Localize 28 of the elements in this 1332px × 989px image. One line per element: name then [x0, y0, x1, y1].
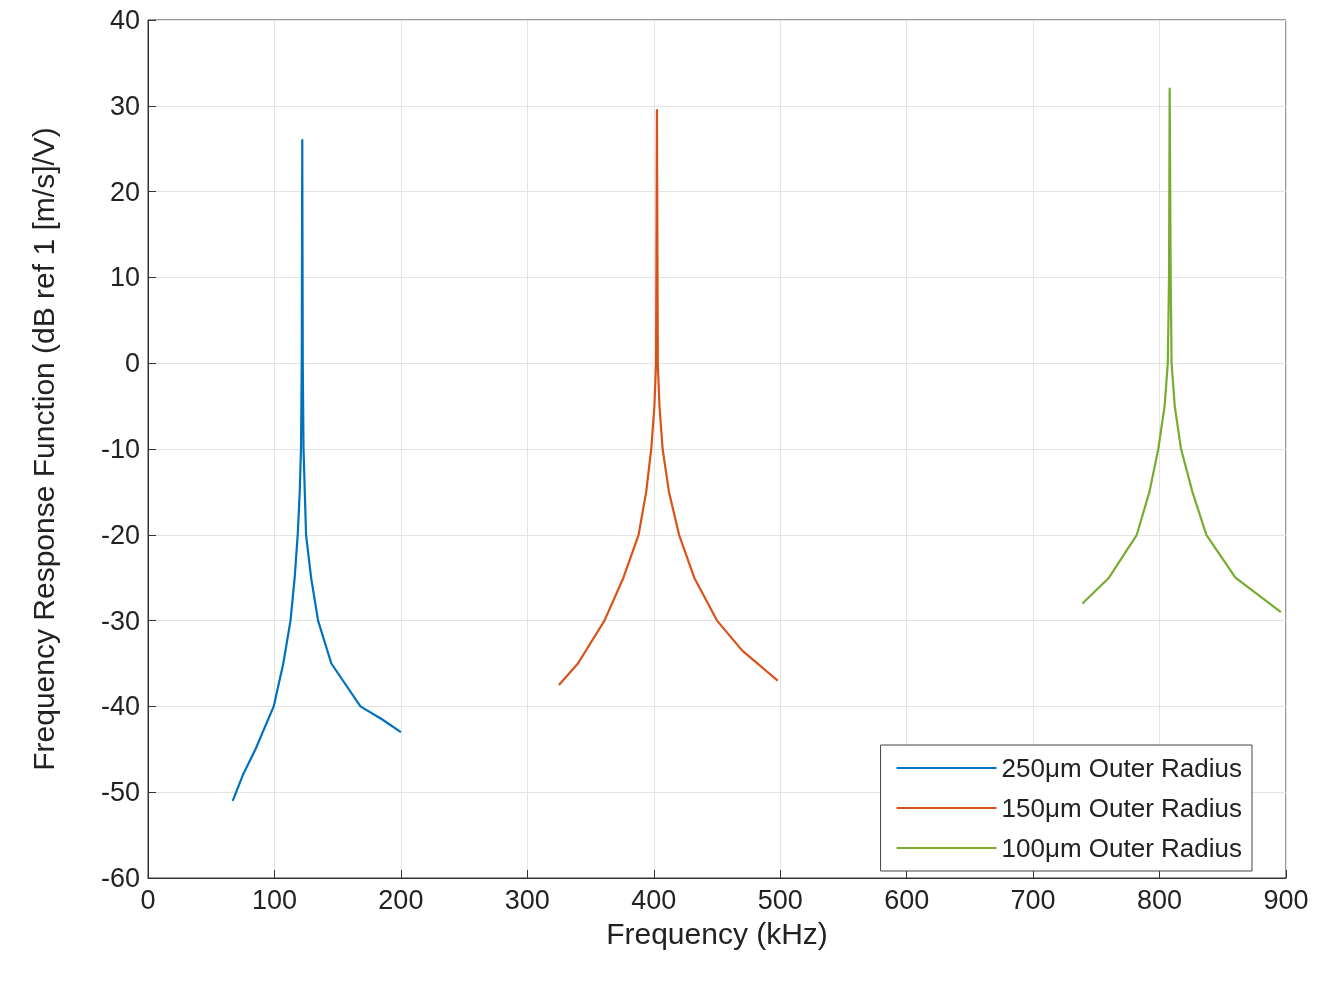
y-tick-label: 30: [109, 90, 140, 121]
x-tick-label: 900: [1263, 884, 1309, 915]
y-tick-label: 20: [109, 176, 140, 207]
line-series: [557, 108, 779, 687]
y-tick-label: -50: [100, 777, 140, 808]
y-tick-label: -10: [100, 434, 140, 464]
x-tick-label: 500: [757, 884, 803, 915]
x-tick-label: 400: [631, 884, 677, 915]
line-series: [231, 139, 402, 802]
legend-label: 150μm Outer Radius: [1001, 793, 1243, 823]
y-tick-label: 40: [109, 5, 140, 35]
legend-label: 250μm Outer Radius: [1001, 753, 1243, 783]
x-tick-label: 300: [504, 884, 550, 915]
line-series: [1081, 87, 1283, 614]
y-tick-label: -30: [100, 605, 140, 636]
x-tick-label: 200: [378, 884, 424, 915]
y-tick-label: -60: [100, 863, 140, 893]
x-tick-label: 100: [251, 884, 297, 915]
y-tick-label: -20: [100, 519, 140, 550]
y-axis-title: Frequency Response Function (dB ref 1 [m/s]/V): [26, 127, 60, 771]
x-tick-label: 600: [884, 884, 930, 915]
x-tick-label: 800: [1137, 884, 1183, 915]
legend-label: 100μm Outer Radius: [1001, 833, 1243, 863]
y-tick-label: 10: [109, 262, 140, 293]
x-axis-title: Frequency (kHz): [606, 916, 828, 950]
y-tick-label: -40: [100, 691, 140, 722]
y-tick-label: 0: [124, 348, 140, 379]
x-tick-label: 700: [1010, 884, 1056, 915]
